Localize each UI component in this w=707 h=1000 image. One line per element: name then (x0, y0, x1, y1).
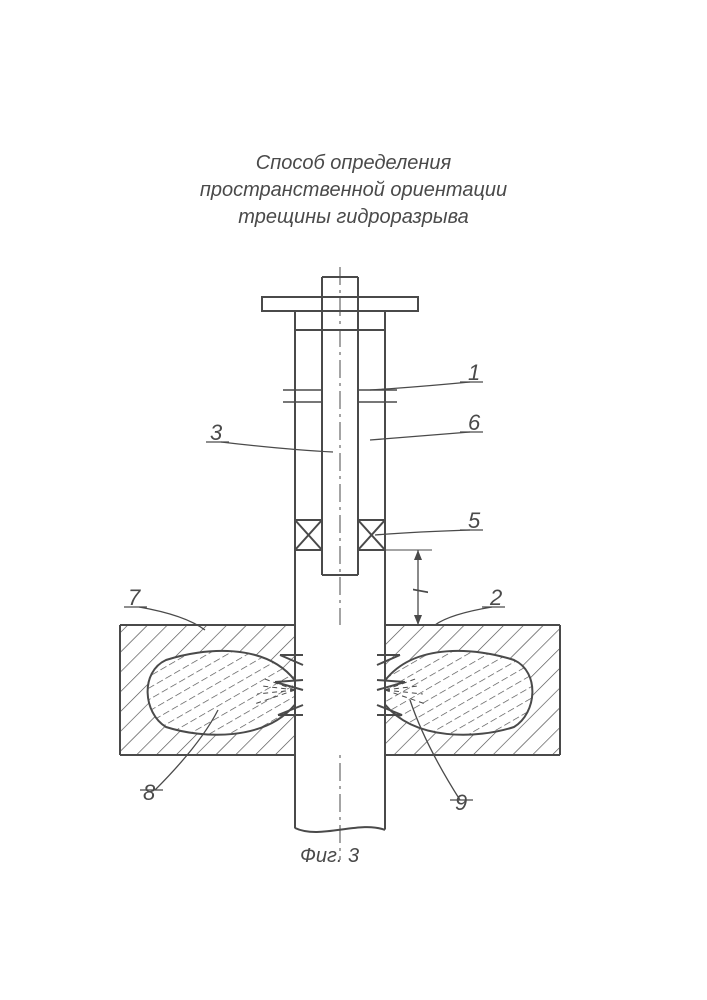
label-6: 6 (468, 410, 480, 436)
label-7: 7 (128, 585, 140, 611)
label-9: 9 (455, 790, 467, 816)
figure-caption: Фиг. 3 (300, 845, 359, 868)
svg-text:l: l (411, 589, 433, 594)
label-5: 5 (468, 508, 480, 534)
label-1: 1 (468, 360, 480, 386)
label-3: 3 (210, 420, 222, 446)
label-8: 8 (143, 780, 155, 806)
label-2: 2 (490, 585, 502, 611)
